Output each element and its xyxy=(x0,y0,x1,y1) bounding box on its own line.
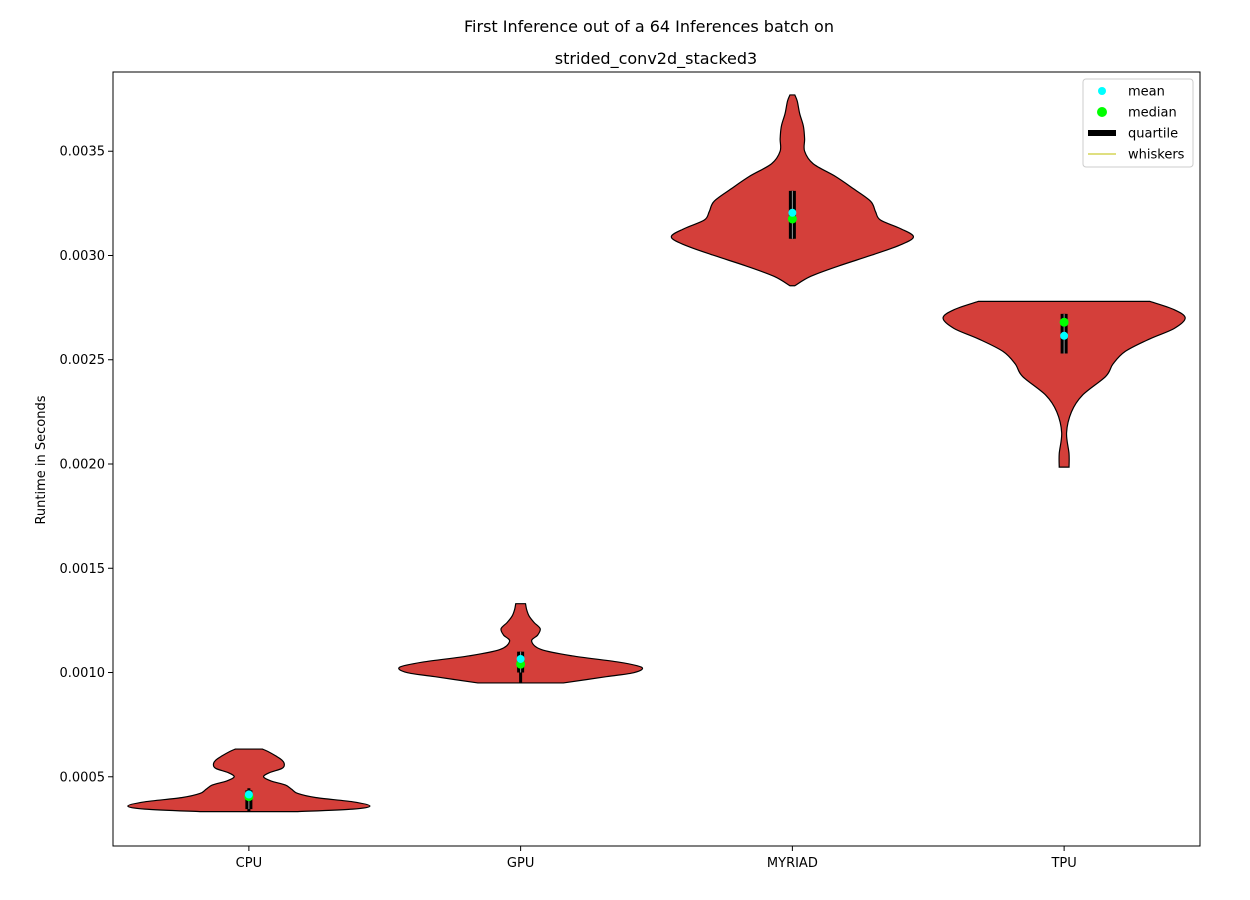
y-axis-label: Runtime in Seconds xyxy=(34,395,49,524)
legend-label-median: median xyxy=(1128,106,1177,121)
legend-marker-mean xyxy=(1098,87,1106,95)
legend: mean median quartile whiskers xyxy=(1082,78,1194,168)
y-tick-label: 0.0015 xyxy=(60,562,106,577)
legend-label-mean: mean xyxy=(1128,85,1165,100)
violin-layer xyxy=(127,94,1186,813)
y-tick-label: 0.0035 xyxy=(60,145,106,160)
violin-tpu xyxy=(942,300,1186,468)
mean-point-gpu xyxy=(516,654,525,663)
mean-point-myriad xyxy=(788,208,797,217)
y-tick-label: 0.0025 xyxy=(60,353,106,368)
x-tick-label: MYRIAD xyxy=(767,856,818,871)
chart-subtitle: strided_conv2d_stacked3 xyxy=(555,49,757,69)
legend-box xyxy=(1082,78,1194,168)
x-axis: CPU GPU MYRIAD TPU xyxy=(236,846,1077,871)
median-point-tpu xyxy=(1059,317,1069,327)
y-tick-label: 0.0020 xyxy=(60,458,106,473)
x-tick-label: TPU xyxy=(1050,856,1076,871)
legend-marker-median xyxy=(1097,107,1107,117)
mean-point-tpu xyxy=(1060,331,1069,340)
y-tick-label: 0.0010 xyxy=(60,666,106,681)
violin-cpu xyxy=(127,748,371,813)
y-tick-label: 0.0005 xyxy=(60,770,106,785)
violin-myriad xyxy=(670,94,915,287)
violin-gpu xyxy=(398,603,644,684)
y-tick-label: 0.0030 xyxy=(60,249,106,264)
legend-label-whiskers: whiskers xyxy=(1128,148,1185,163)
y-axis: 0.0005 0.0010 0.0015 0.0020 0.0025 0.0030 0.00… xyxy=(60,145,113,785)
x-tick-label: CPU xyxy=(236,856,262,871)
mean-point-cpu xyxy=(244,790,253,799)
legend-label-quartile: quartile xyxy=(1128,127,1178,142)
x-tick-label: GPU xyxy=(507,856,534,871)
plot-frame xyxy=(112,71,1201,847)
stats-layer xyxy=(244,190,1069,812)
median-point-myriad xyxy=(787,214,797,224)
chart-title: First Inference out of a 64 Inferences b… xyxy=(464,17,834,36)
